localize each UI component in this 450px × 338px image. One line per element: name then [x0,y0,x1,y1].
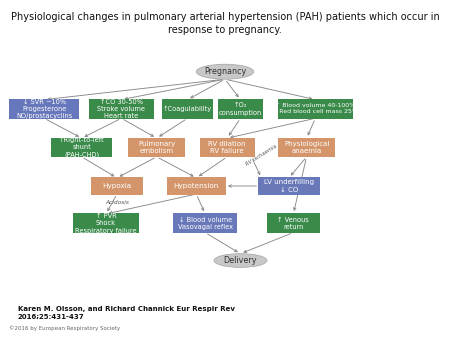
FancyBboxPatch shape [73,213,139,233]
Text: ↑ Venous
return: ↑ Venous return [278,217,309,230]
Text: ©2016 by European Respiratory Society: ©2016 by European Respiratory Society [9,325,120,331]
FancyBboxPatch shape [162,99,213,119]
Text: Karen M. Olsson, and Richard Channick Eur Respir Rev
2016;25:431-437: Karen M. Olsson, and Richard Channick Eu… [18,306,235,320]
Ellipse shape [196,64,254,79]
Text: ↑CO 30-50%
Stroke volume
Heart rate: ↑CO 30-50% Stroke volume Heart rate [97,99,145,119]
FancyBboxPatch shape [200,138,255,157]
FancyBboxPatch shape [91,177,143,195]
Text: Pulmonary
embolism: Pulmonary embolism [138,141,175,154]
Text: ↑ Blood volume 40-100%
↑ Red blood cell mass 25%: ↑ Blood volume 40-100% ↑ Red blood cell … [272,103,358,115]
FancyBboxPatch shape [89,99,154,119]
FancyBboxPatch shape [9,99,79,119]
Text: Physiological
anaemia: Physiological anaemia [284,141,329,154]
Ellipse shape [214,254,267,267]
Text: ↑Coagulability: ↑Coagulability [163,106,212,112]
Text: Hypoxia: Hypoxia [103,183,131,189]
FancyBboxPatch shape [267,213,320,233]
Text: Acidosis: Acidosis [105,200,129,205]
FancyBboxPatch shape [217,99,263,119]
Text: Pregnancy: Pregnancy [204,67,246,76]
FancyBboxPatch shape [173,213,237,233]
FancyBboxPatch shape [278,138,335,157]
Text: Delivery: Delivery [224,256,257,265]
FancyBboxPatch shape [167,177,226,195]
FancyBboxPatch shape [258,177,319,195]
FancyBboxPatch shape [278,99,353,119]
Text: ↑O₂
consumption: ↑O₂ consumption [219,102,262,116]
FancyBboxPatch shape [128,138,185,157]
Text: Hypotension: Hypotension [174,183,219,189]
Text: ↓ Blood volume
Vasovagal reflex: ↓ Blood volume Vasovagal reflex [178,217,233,230]
Text: Physiological changes in pulmonary arterial hypertension (PAH) patients which oc: Physiological changes in pulmonary arter… [11,12,439,34]
Text: ↑Right-to-left
shunt
(PAH-CHD): ↑Right-to-left shunt (PAH-CHD) [59,137,104,158]
Text: ↓ SVR ~10%
Progesterone
NO/prostacyclins: ↓ SVR ~10% Progesterone NO/prostacyclins [16,99,72,119]
FancyBboxPatch shape [51,138,112,157]
Text: ↑ PVR
Shock
Respiratory failure: ↑ PVR Shock Respiratory failure [75,213,137,234]
Text: LV underfilling
↓ CO: LV underfilling ↓ CO [264,179,314,193]
Text: RV ischaemia: RV ischaemia [245,143,278,166]
Text: RV dilation
RV failure: RV dilation RV failure [208,141,246,154]
